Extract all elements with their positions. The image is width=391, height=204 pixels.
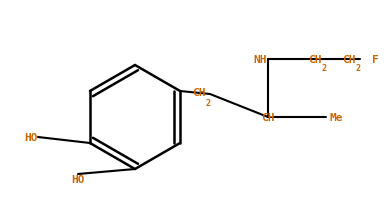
Text: 2: 2 (322, 64, 327, 73)
Text: HO: HO (71, 174, 85, 184)
Text: CH: CH (308, 55, 322, 65)
Text: CH: CH (261, 112, 275, 122)
Text: F: F (372, 55, 379, 65)
Text: NH: NH (253, 55, 267, 65)
Text: CH: CH (192, 88, 206, 98)
Text: 2: 2 (356, 64, 361, 73)
Text: HO: HO (25, 132, 38, 142)
Text: 2: 2 (206, 99, 211, 108)
Text: Me: Me (330, 112, 344, 122)
Text: CH: CH (343, 55, 356, 65)
